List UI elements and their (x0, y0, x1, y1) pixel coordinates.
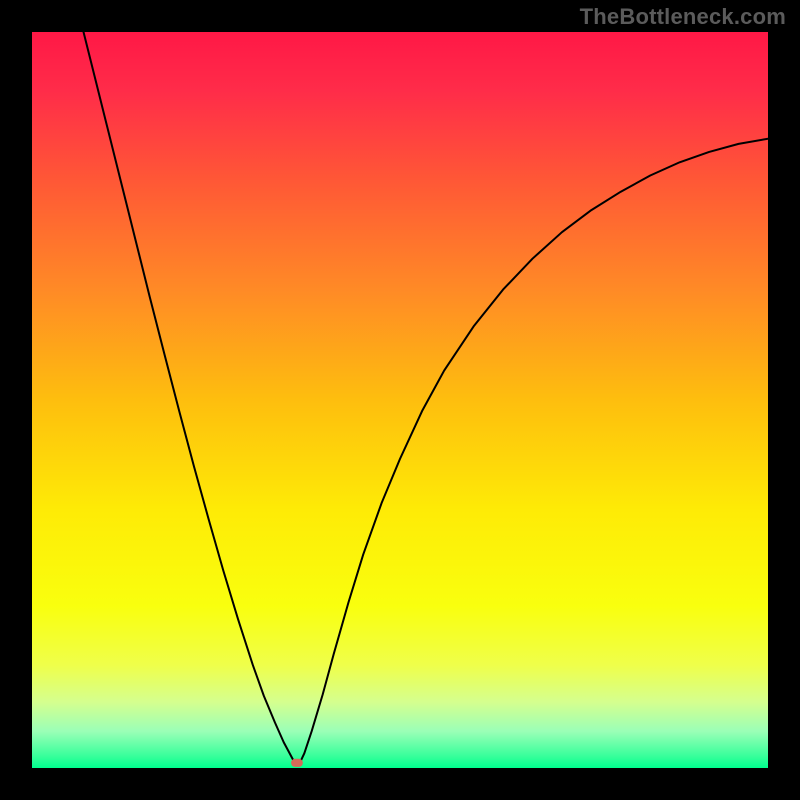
chart-background (32, 32, 768, 768)
chart-container: TheBottleneck.com (0, 0, 800, 800)
plot-area (32, 32, 768, 768)
chart-svg (32, 32, 768, 768)
marker-dot (291, 759, 303, 767)
watermark-text: TheBottleneck.com (580, 4, 786, 30)
